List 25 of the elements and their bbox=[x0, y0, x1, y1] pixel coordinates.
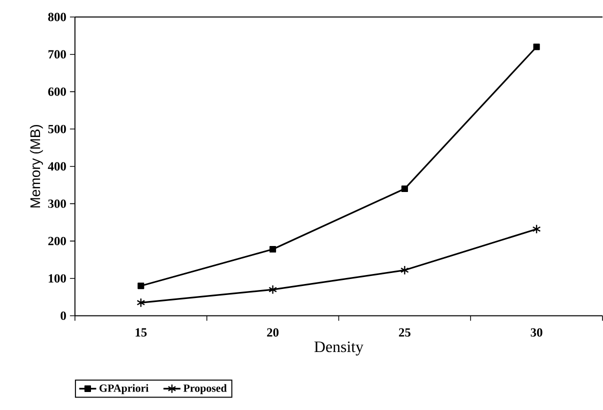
point bbox=[400, 266, 409, 276]
x-tick-label: 30 bbox=[530, 328, 542, 337]
y-tick-label: 500 bbox=[48, 124, 66, 134]
y-tick-label: 800 bbox=[48, 12, 66, 22]
y-tick-label: 400 bbox=[48, 162, 66, 171]
point bbox=[269, 246, 276, 253]
y-tick-label: 700 bbox=[48, 50, 66, 59]
x-tick-label: 20 bbox=[267, 328, 279, 337]
y-tick-label: 100 bbox=[48, 274, 66, 283]
y-tick-label: 200 bbox=[48, 237, 66, 246]
point bbox=[532, 224, 541, 234]
y-axis-title: Memory (MB) bbox=[30, 125, 43, 208]
y-tick-label: 0 bbox=[60, 312, 66, 320]
legend-label: Proposed bbox=[183, 384, 227, 394]
x-axis-title: Density bbox=[314, 342, 364, 356]
x-tick-label: 15 bbox=[136, 328, 147, 337]
y-tick-label: 300 bbox=[48, 200, 66, 208]
legend-label: GPApriori bbox=[100, 384, 149, 394]
point bbox=[533, 44, 540, 50]
y-tick-label: 600 bbox=[48, 88, 66, 96]
point bbox=[136, 298, 146, 308]
point bbox=[138, 282, 144, 290]
point bbox=[268, 284, 277, 295]
point bbox=[401, 186, 408, 192]
x-tick-label: 25 bbox=[398, 328, 410, 337]
